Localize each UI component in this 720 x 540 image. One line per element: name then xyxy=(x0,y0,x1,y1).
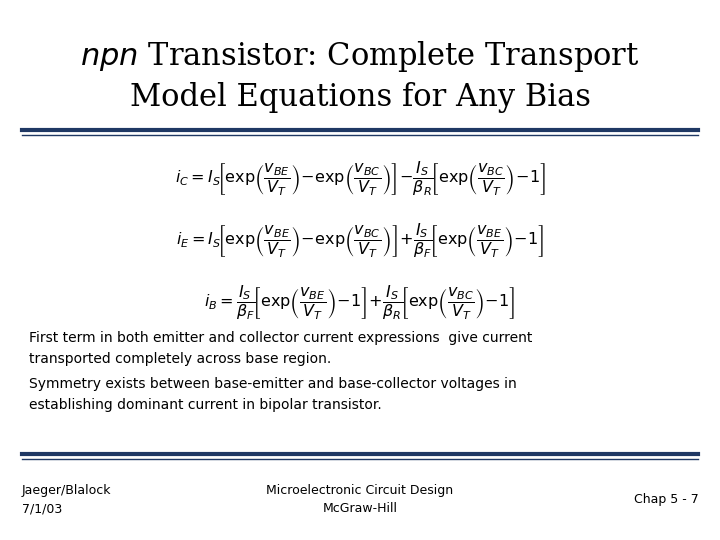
Text: $\mathit{npn}$ Transistor: Complete Transport: $\mathit{npn}$ Transistor: Complete Tran… xyxy=(80,39,640,74)
Text: Symmetry exists between base-emitter and base-collector voltages in
establishing: Symmetry exists between base-emitter and… xyxy=(29,377,516,411)
Text: Microelectronic Circuit Design
McGraw-Hill: Microelectronic Circuit Design McGraw-Hi… xyxy=(266,484,454,515)
Text: $i_C = I_S\!\left[\exp\!\left(\dfrac{v_{BE}}{V_T}\right)\!-\!\exp\!\left(\dfrac{: $i_C = I_S\!\left[\exp\!\left(\dfrac{v_{… xyxy=(174,159,546,198)
Text: Chap 5 - 7: Chap 5 - 7 xyxy=(634,493,698,506)
Text: $i_B = \dfrac{I_S}{\beta_F}\!\left[\exp\!\left(\dfrac{v_{BE}}{V_T}\right)\!-\!1\: $i_B = \dfrac{I_S}{\beta_F}\!\left[\exp\… xyxy=(204,283,516,322)
Text: Model Equations for Any Bias: Model Equations for Any Bias xyxy=(130,82,590,113)
Text: First term in both emitter and collector current expressions  give current
trans: First term in both emitter and collector… xyxy=(29,331,532,366)
Text: $i_E = I_S\!\left[\exp\!\left(\dfrac{v_{BE}}{V_T}\right)\!-\!\exp\!\left(\dfrac{: $i_E = I_S\!\left[\exp\!\left(\dfrac{v_{… xyxy=(176,221,544,260)
Text: Jaeger/Blalock
7/1/03: Jaeger/Blalock 7/1/03 xyxy=(22,484,111,515)
